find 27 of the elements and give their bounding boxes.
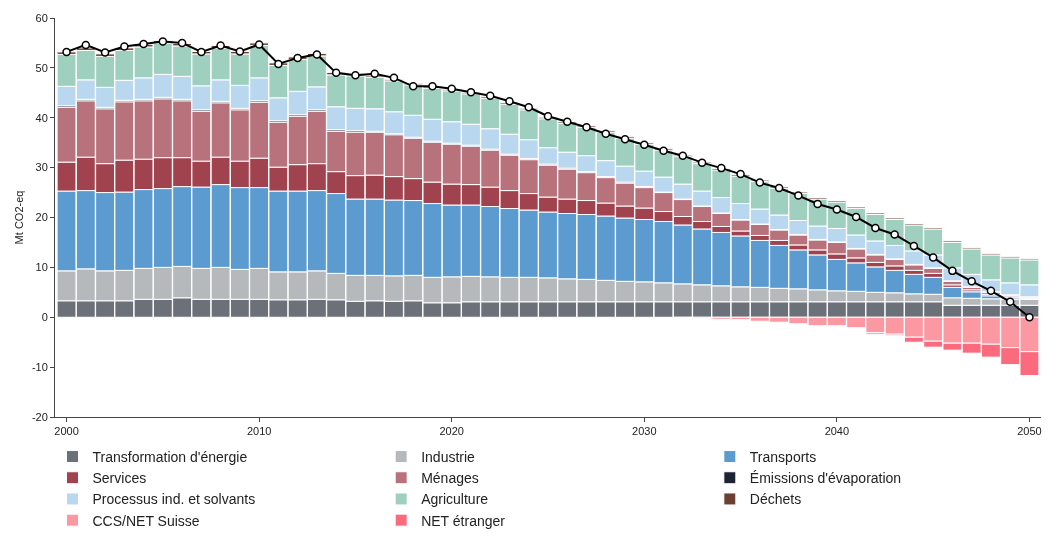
x-tick-label: 2030 [632,425,657,438]
legend-label: Industrie [421,449,476,465]
legend-label: NET étranger [421,512,506,529]
x-tick-label: 2020 [439,425,464,438]
legend-label: Émissions d'évaporation [749,470,902,487]
legend-label: Ménages [421,470,479,487]
y-tick-label: -10 [31,360,48,373]
legend-label: Transformation d'énergie [92,449,248,465]
y-tick-label: 10 [35,261,48,274]
x-tick-label: 2010 [246,425,272,438]
y-tick-label: 20 [35,211,48,224]
x-tick-label: 2050 [1017,425,1042,438]
y-tick-label: 30 [35,161,48,174]
x-tick-label: 2000 [54,425,79,438]
x-tick-label: 2040 [824,425,850,438]
y-tick-label: 0 [41,311,48,324]
y-tick-label: 40 [35,111,48,124]
y-tick-label: 60 [35,11,48,24]
legend-label: Agriculture [421,491,489,508]
legend-label: Services [92,470,147,487]
legend-label: CCS/NET Suisse [92,512,200,529]
y-axis-title: Mt CO2-eq [12,190,25,245]
legend-label: Processus ind. et solvants [92,491,256,508]
y-tick-label: -20 [31,410,48,423]
legend-label: Transports [749,449,817,465]
y-tick-label: 50 [35,61,48,74]
legend-label: Déchets [749,491,802,508]
